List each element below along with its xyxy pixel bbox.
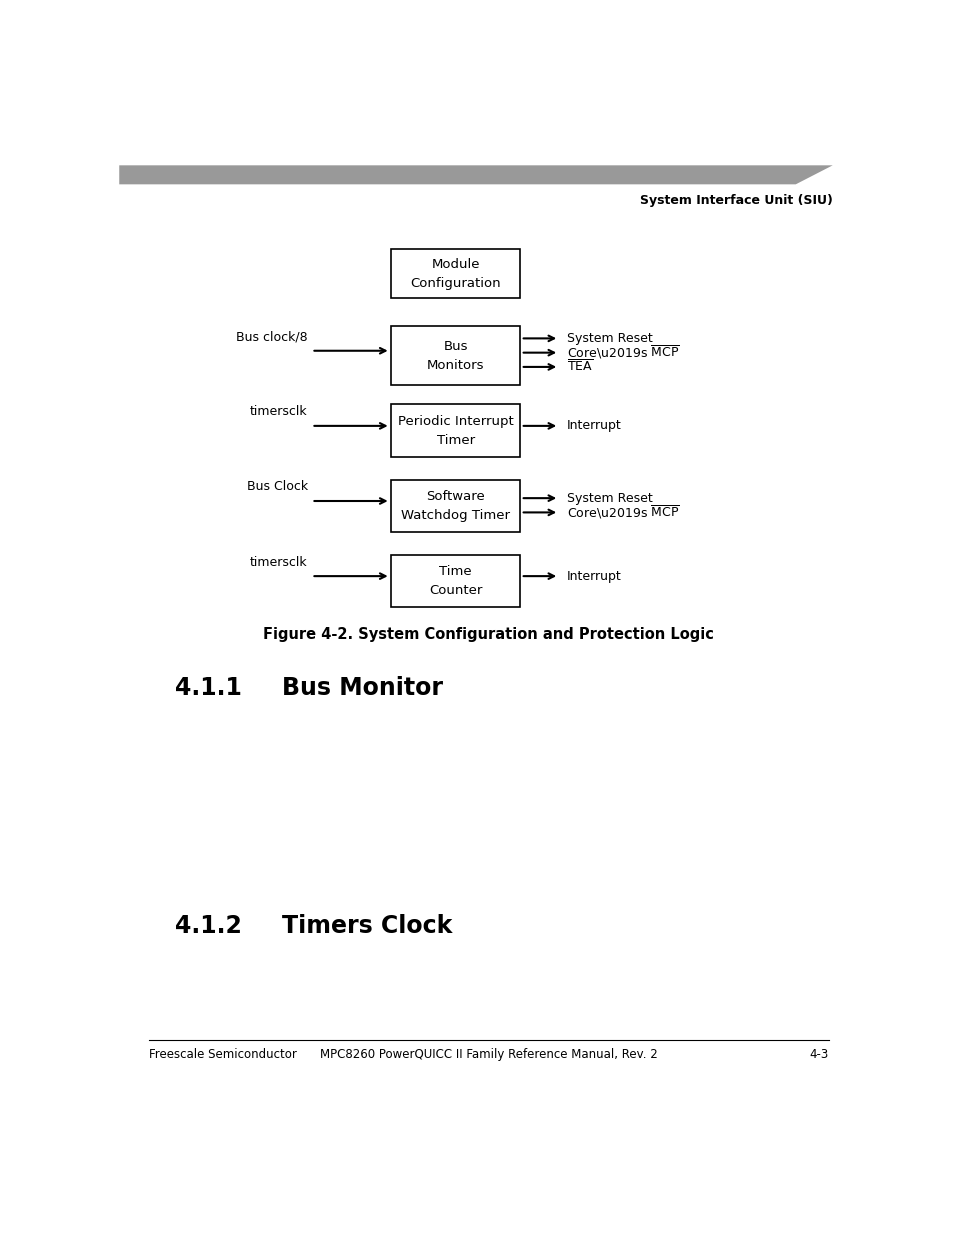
Text: Bus Monitor: Bus Monitor: [282, 676, 442, 700]
Text: Figure 4-2. System Configuration and Protection Logic: Figure 4-2. System Configuration and Pro…: [263, 626, 714, 641]
Text: Periodic Interrupt
Timer: Periodic Interrupt Timer: [397, 415, 513, 447]
Text: Interrupt: Interrupt: [566, 420, 620, 432]
Text: 4.1.1: 4.1.1: [174, 676, 241, 700]
Text: Core\u2019s $\overline{\mathrm{MCP}}$: Core\u2019s $\overline{\mathrm{MCP}}$: [566, 345, 679, 361]
Text: Time
Counter: Time Counter: [429, 564, 482, 597]
Text: 4.1.2: 4.1.2: [174, 914, 241, 937]
Text: $\overline{\mathrm{TEA}}$: $\overline{\mathrm{TEA}}$: [566, 359, 592, 374]
Text: Freescale Semiconductor: Freescale Semiconductor: [149, 1047, 296, 1061]
Text: Bus clock/8: Bus clock/8: [236, 330, 308, 343]
Text: timersclk: timersclk: [250, 405, 308, 419]
Text: timersclk: timersclk: [250, 556, 308, 568]
Text: Bus Clock: Bus Clock: [247, 480, 308, 494]
Bar: [391, 479, 519, 532]
Bar: [391, 326, 519, 385]
Text: 4-3: 4-3: [809, 1047, 828, 1061]
Text: Module
Configuration: Module Configuration: [410, 258, 500, 290]
Text: Interrupt: Interrupt: [566, 569, 620, 583]
Bar: [391, 249, 519, 299]
Text: Software
Watchdog Timer: Software Watchdog Timer: [400, 490, 510, 521]
Polygon shape: [119, 165, 832, 184]
Text: System Reset: System Reset: [566, 332, 652, 345]
Text: System Interface Unit (SIU): System Interface Unit (SIU): [639, 194, 832, 206]
Bar: [391, 405, 519, 457]
Bar: [391, 555, 519, 608]
Text: Core\u2019s $\overline{\mathrm{MCP}}$: Core\u2019s $\overline{\mathrm{MCP}}$: [566, 504, 679, 521]
Text: Timers Clock: Timers Clock: [282, 914, 452, 937]
Text: MPC8260 PowerQUICC II Family Reference Manual, Rev. 2: MPC8260 PowerQUICC II Family Reference M…: [319, 1047, 658, 1061]
Text: Bus
Monitors: Bus Monitors: [426, 340, 484, 372]
Text: System Reset: System Reset: [566, 492, 652, 505]
